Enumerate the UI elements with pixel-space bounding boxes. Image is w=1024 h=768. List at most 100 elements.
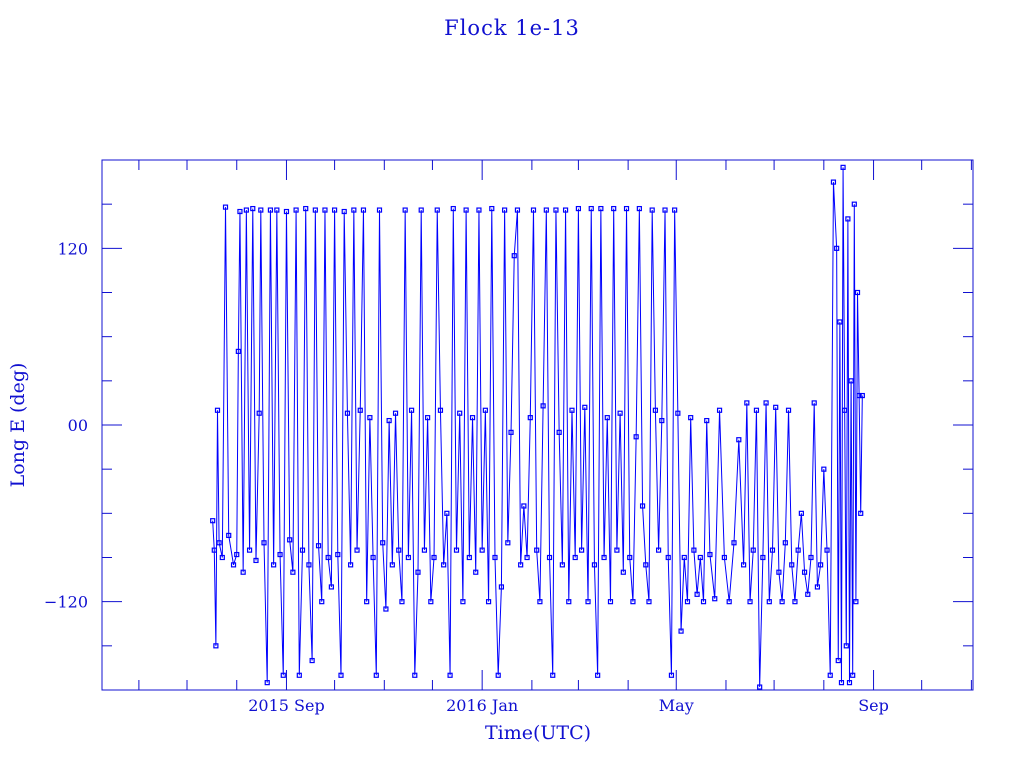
data-point — [457, 410, 463, 416]
data-point — [639, 503, 646, 509]
data-point — [858, 510, 864, 516]
data-point — [818, 562, 824, 568]
data-point — [216, 540, 222, 546]
data-point — [240, 569, 246, 575]
series-line — [212, 167, 863, 688]
data-point — [421, 547, 428, 553]
data-point — [518, 562, 524, 568]
x-tick-label: 2016 Jan — [446, 696, 518, 715]
data-point — [643, 562, 649, 568]
data-point — [627, 554, 633, 561]
data-point — [611, 205, 617, 212]
data-point — [620, 569, 626, 575]
data-point — [830, 179, 837, 185]
data-point — [808, 554, 814, 561]
data-point — [782, 540, 788, 546]
data-point — [776, 569, 782, 575]
data-point — [681, 554, 687, 561]
data-point — [559, 562, 565, 568]
data-point — [380, 540, 386, 546]
data-point — [700, 599, 707, 605]
data-point — [370, 554, 376, 561]
data-point — [649, 207, 655, 213]
data-point — [360, 207, 367, 213]
data-point — [556, 429, 562, 435]
data-point — [604, 415, 610, 421]
data-point — [325, 554, 331, 561]
data-point — [338, 672, 344, 678]
data-point — [460, 599, 466, 605]
data-point — [392, 410, 399, 416]
data-point — [444, 510, 450, 516]
data-point — [357, 407, 363, 413]
data-point — [845, 216, 851, 222]
data-point — [731, 540, 737, 546]
data-point — [309, 657, 315, 664]
data-point — [466, 554, 472, 561]
data-point — [850, 672, 856, 678]
data-point — [662, 207, 668, 213]
data-point — [851, 201, 857, 207]
x-tick-label: May — [659, 696, 694, 715]
data-point — [271, 562, 277, 568]
data-point — [747, 599, 753, 605]
chart-title: Flock 1e-13 — [444, 16, 580, 40]
data-point — [665, 554, 671, 561]
y-tick-label: 120 — [57, 239, 88, 258]
data-point — [514, 207, 521, 213]
data-point — [785, 407, 792, 413]
data-point — [214, 407, 221, 413]
data-point — [476, 207, 482, 213]
data-point — [835, 657, 841, 664]
data-point — [633, 434, 639, 440]
data-point — [495, 672, 501, 678]
data-point — [405, 554, 411, 561]
data-point — [498, 584, 505, 590]
data-point — [773, 404, 779, 410]
data-point — [258, 207, 264, 213]
data-point — [753, 407, 760, 413]
data-point — [562, 207, 569, 213]
data-point — [485, 599, 492, 605]
data-point — [399, 599, 405, 605]
data-point — [331, 207, 338, 213]
data-point — [306, 562, 312, 568]
data-point — [287, 537, 293, 543]
y-tick-label: 00 — [68, 416, 88, 435]
data-point — [418, 207, 424, 213]
data-point — [537, 599, 543, 605]
data-point — [492, 554, 498, 561]
data-point — [335, 551, 341, 558]
data-point — [402, 207, 408, 213]
data-point — [246, 547, 253, 553]
data-point — [821, 466, 827, 472]
data-point — [264, 680, 270, 686]
data-point — [479, 547, 485, 553]
data-point — [546, 554, 553, 561]
data-point — [250, 205, 256, 212]
data-point — [226, 532, 232, 539]
data-point — [453, 547, 460, 553]
data-point — [253, 557, 259, 564]
data-point — [854, 289, 861, 296]
data-point — [234, 551, 240, 558]
data-point — [274, 207, 280, 213]
data-point — [779, 599, 785, 605]
data-point — [824, 547, 830, 553]
data-point — [277, 551, 283, 558]
data-point — [376, 207, 383, 213]
y-tick-label: −120 — [44, 593, 88, 612]
axis-ticks: 120 00 −120 2015 Sep 2016 Jan May Sep — [44, 160, 973, 715]
data-point — [842, 407, 848, 413]
data-point — [566, 599, 572, 605]
data-point — [303, 205, 309, 212]
data-point — [530, 207, 537, 213]
data-point — [222, 204, 229, 210]
data-point — [543, 207, 549, 213]
data-point — [389, 562, 395, 568]
data-point — [750, 547, 756, 553]
data-point — [707, 551, 713, 558]
data-point — [591, 562, 598, 568]
data-point — [527, 415, 533, 421]
data-point — [848, 378, 854, 384]
